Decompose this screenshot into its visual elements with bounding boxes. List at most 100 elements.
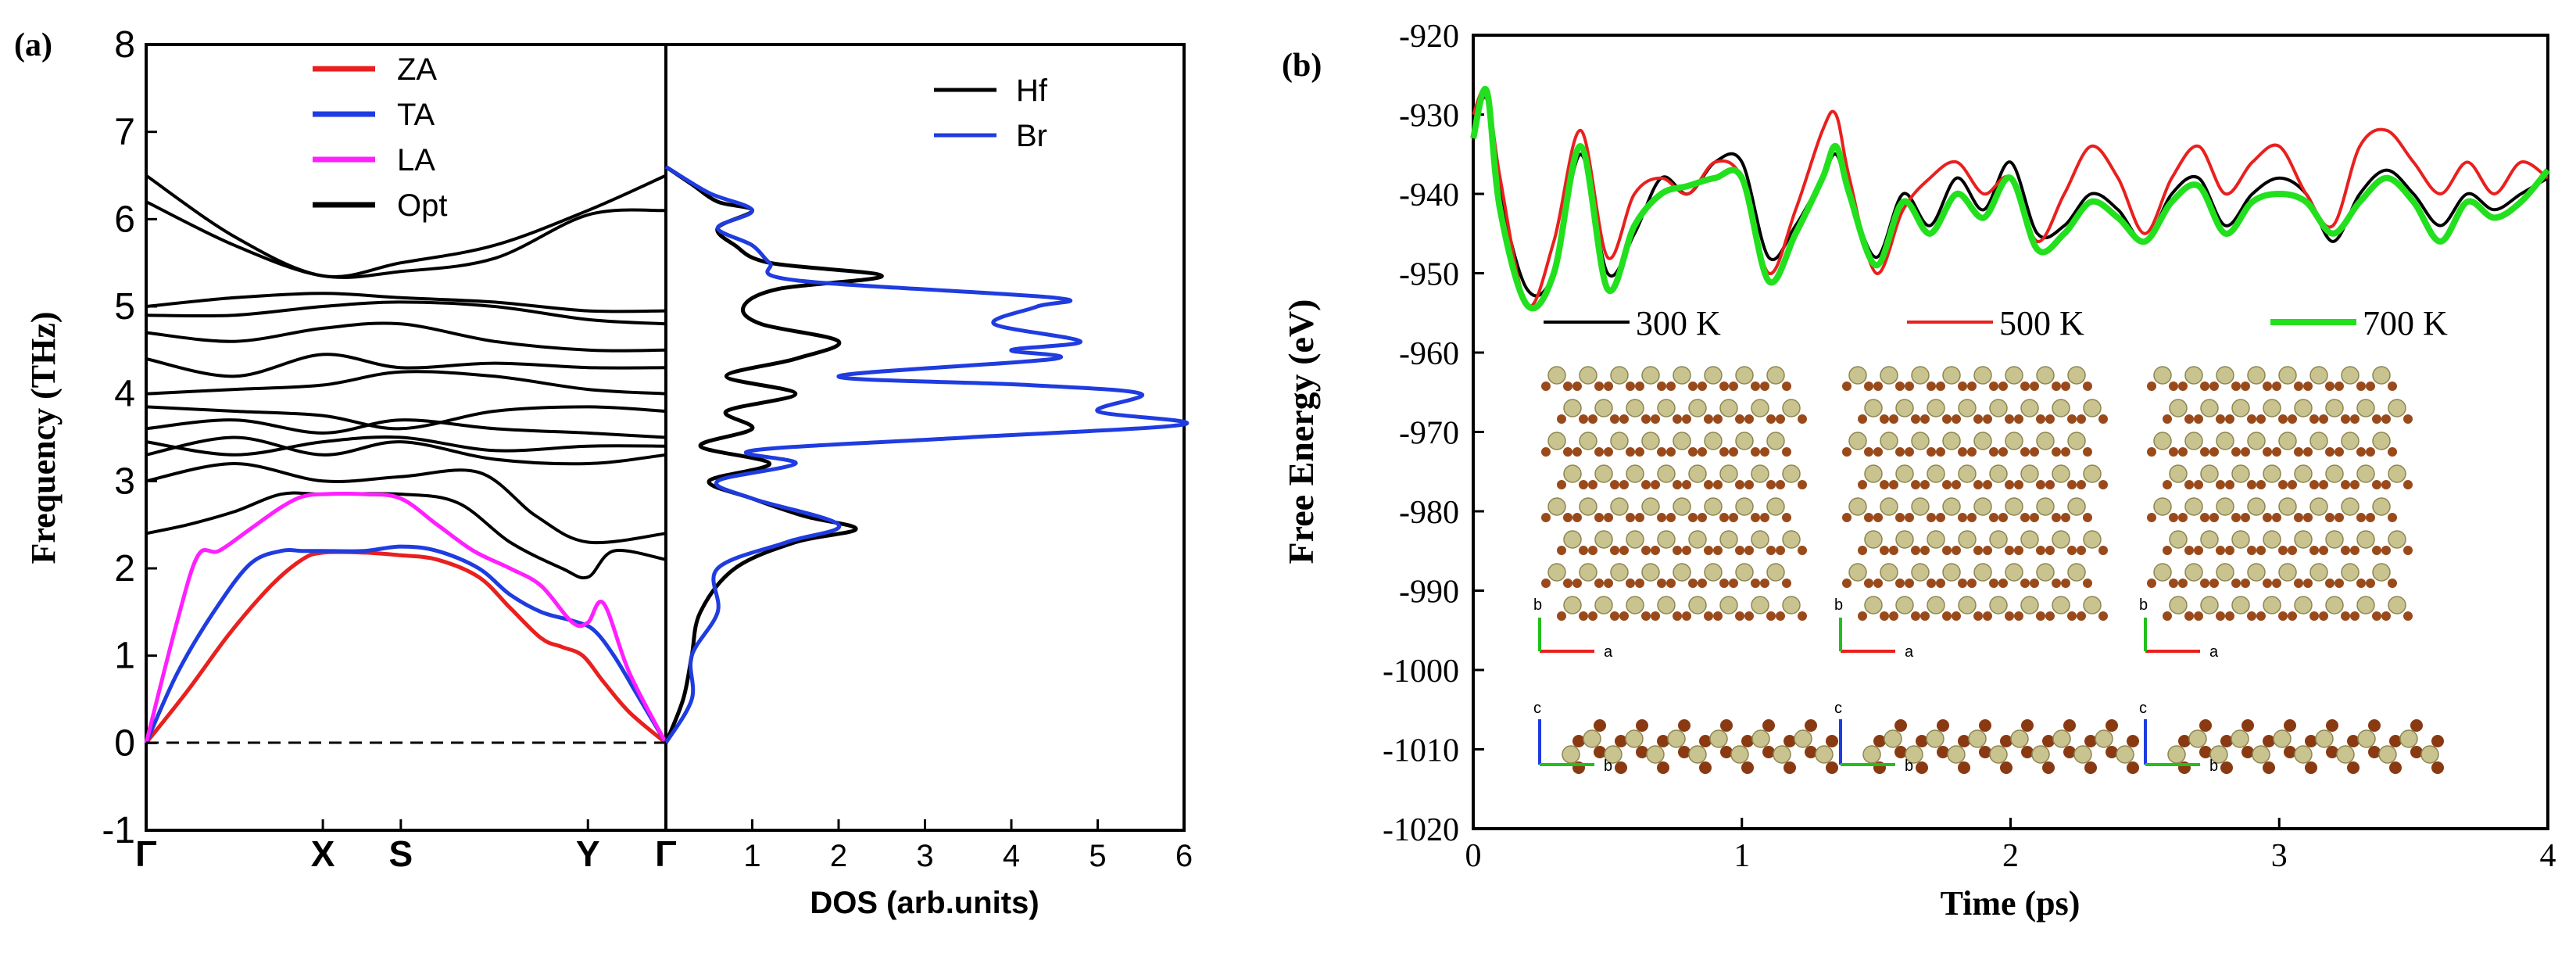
br-atom [2247, 611, 2256, 621]
hf-atom [1704, 432, 1723, 450]
legend-label: Hf [1016, 73, 1048, 108]
axis-c-label: c [2139, 700, 2147, 717]
br-atom-side [1657, 735, 1669, 747]
br-atom [2278, 546, 2288, 555]
br-atom [1889, 480, 1898, 489]
hf-atom [1848, 432, 1867, 450]
br-atom [2381, 611, 2391, 621]
br-atom [2098, 546, 2108, 555]
br-atom-side [1805, 746, 1817, 758]
br-atom [1798, 480, 1807, 489]
structure-snapshot: a b c b [1834, 366, 2139, 775]
br-atom [2294, 447, 2303, 457]
hf-atom [1880, 432, 1898, 450]
br-atom [1751, 447, 1760, 457]
br-atom [1895, 513, 1905, 522]
br-atom [2147, 447, 2156, 457]
br-atom [1798, 414, 1807, 424]
legend-label: TA [397, 98, 435, 132]
br-atom [1760, 513, 1769, 522]
structure-snapshot: a b c b [2139, 366, 2444, 775]
br-atom [1927, 513, 1936, 522]
br-atom [2278, 480, 2288, 489]
hf-atom [1563, 596, 1582, 614]
br-atom [1719, 382, 1729, 391]
legend-label: Br [1016, 119, 1047, 153]
hf-atom [2184, 497, 2203, 516]
br-atom-side [2284, 746, 2296, 758]
br-atom-side [2389, 761, 2402, 774]
br-atom [1766, 546, 1776, 555]
hf-atom-side [2420, 745, 2439, 764]
br-atom-side [1636, 746, 1648, 758]
hf-atom [2388, 530, 2406, 549]
br-atom [1927, 382, 1936, 391]
band-opt-line [145, 370, 667, 396]
br-atom [1541, 579, 1551, 588]
hf-atom [2067, 563, 2086, 582]
br-atom [2319, 414, 2328, 424]
br-atom [2231, 513, 2241, 522]
br-atom-side [1826, 761, 1838, 774]
br-atom [1735, 414, 1744, 424]
br-atom [2169, 513, 2178, 522]
br-atom [2263, 513, 2272, 522]
br-atom [2052, 579, 2061, 588]
band-opt-line [145, 435, 667, 466]
br-atom [2194, 480, 2203, 489]
br-atom-side [1720, 719, 1733, 732]
br-atom [2366, 579, 2375, 588]
br-atom-side [2368, 746, 2381, 758]
br-atom [1895, 579, 1905, 588]
br-atom-side [2305, 761, 2317, 774]
br-atom-side [2410, 719, 2423, 732]
hf-atom [2372, 497, 2391, 516]
br-atom [1673, 546, 1682, 555]
br-atom-side [1699, 735, 1712, 747]
hf-atom [1610, 432, 1629, 450]
br-atom [2388, 513, 2397, 522]
hf-atom [2200, 399, 2219, 417]
br-atom [2288, 414, 2297, 424]
br-atom [2169, 447, 2178, 457]
br-atom [2372, 414, 2381, 424]
br-atom-side [2127, 761, 2139, 774]
br-atom [2030, 447, 2039, 457]
br-atom-side [1741, 735, 1754, 747]
br-atom-side [1594, 719, 1606, 732]
hf-atom [2020, 464, 2039, 483]
br-atom-side [1741, 761, 1754, 774]
hf-atom [1927, 596, 1945, 614]
hf-atom [1766, 366, 1785, 385]
hf-atom-side [2167, 745, 2186, 764]
hf-atom [1688, 399, 1707, 417]
hf-atom [2356, 399, 2375, 417]
br-atom [1594, 513, 1604, 522]
br-atom [2036, 611, 2045, 621]
br-atom [2020, 447, 2030, 457]
br-atom [1651, 480, 1660, 489]
br-atom [1842, 513, 1852, 522]
br-atom [2163, 480, 2172, 489]
br-atom [2098, 611, 2108, 621]
br-atom [1776, 480, 1785, 489]
br-atom [2077, 546, 2086, 555]
br-atom [2294, 382, 2303, 391]
dos-tick-label: 3 [916, 839, 933, 873]
br-atom-side [2199, 719, 2212, 732]
br-atom [1579, 546, 1588, 555]
br-atom [1744, 414, 1754, 424]
br-atom [1735, 480, 1744, 489]
hf-atom [2153, 366, 2172, 385]
br-atom [1572, 382, 1582, 391]
y-tick-label: -1010 [1383, 733, 1459, 769]
br-atom [1713, 611, 1723, 621]
hf-atom [2005, 432, 2023, 450]
hf-atom [1719, 399, 1738, 417]
br-atom [2209, 579, 2219, 588]
br-atom [2288, 546, 2297, 555]
hf-atom-side [1583, 729, 1601, 748]
br-atom [1998, 447, 2008, 457]
br-atom-side [2063, 746, 2076, 758]
hf-atom [2309, 432, 2328, 450]
